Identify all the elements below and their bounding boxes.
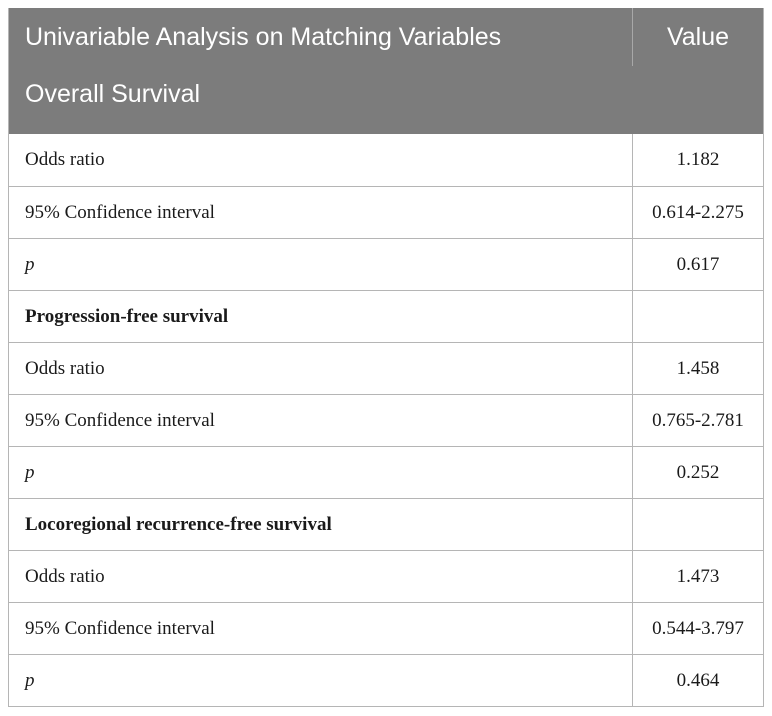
row-value (632, 291, 763, 342)
header-label-cell: Univariable Analysis on Matching Variabl… (9, 8, 632, 134)
row-value: 1.473 (632, 551, 763, 602)
row-label: p (25, 669, 35, 691)
table-row: 95% Confidence interval 0.765-2.781 (9, 394, 763, 446)
table-row: p 0.252 (9, 446, 763, 498)
section-title: Locoregional recurrence-free survival (25, 513, 332, 535)
row-value: 0.765-2.781 (632, 395, 763, 446)
row-label: Odds ratio (25, 565, 105, 587)
row-value: 0.614-2.275 (632, 187, 763, 238)
row-value: 0.464 (632, 655, 763, 706)
row-label: 95% Confidence interval (25, 201, 215, 223)
table-header: Univariable Analysis on Matching Variabl… (9, 8, 763, 134)
section-row: Progression-free survival (9, 290, 763, 342)
results-table: Univariable Analysis on Matching Variabl… (8, 8, 764, 707)
row-value: 1.182 (632, 134, 763, 186)
row-label: Odds ratio (25, 149, 105, 170)
row-value (632, 499, 763, 550)
row-label: 95% Confidence interval (25, 617, 215, 639)
header-value: Value (632, 8, 763, 66)
row-label: Odds ratio (25, 357, 105, 379)
row-value: 0.252 (632, 447, 763, 498)
header-title: Univariable Analysis on Matching Variabl… (25, 23, 502, 51)
row-value: 0.617 (632, 239, 763, 290)
section-row: Locoregional recurrence-free survival (9, 498, 763, 550)
header-subtitle: Overall Survival (25, 80, 201, 108)
table-row: p 0.464 (9, 654, 763, 706)
table-row: 95% Confidence interval 0.614-2.275 (9, 186, 763, 238)
table-body: Odds ratio 1.182 95% Confidence interval 0.… (9, 134, 763, 706)
table-row: Odds ratio 1.182 (9, 134, 763, 186)
section-title: Progression-free survival (25, 305, 229, 327)
row-value: 0.544-3.797 (632, 603, 763, 654)
table-row: Odds ratio 1.473 (9, 550, 763, 602)
row-value: 1.458 (632, 343, 763, 394)
table-row: p 0.617 (9, 238, 763, 290)
row-label: p (25, 253, 35, 275)
table-row: Odds ratio 1.458 (9, 342, 763, 394)
row-label: p (25, 461, 35, 483)
row-label: 95% Confidence interval (25, 409, 215, 431)
table-row: 95% Confidence interval 0.544-3.797 (9, 602, 763, 654)
